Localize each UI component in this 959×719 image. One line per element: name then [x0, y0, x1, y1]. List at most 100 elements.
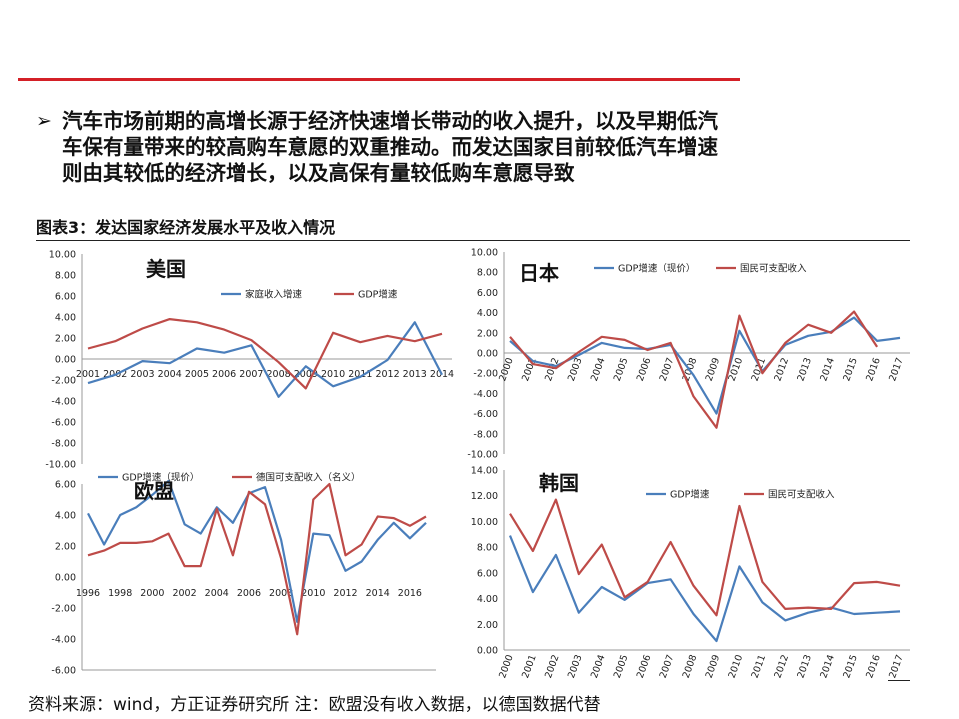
- y-tick-label: -10.00: [467, 450, 498, 461]
- chart-title: 欧盟: [134, 479, 174, 503]
- summary-line-2: 车保有量带来的较高购车意愿的双重推动。而发达国家目前较低汽车增速: [62, 135, 718, 159]
- y-tick-label: -6.00: [51, 418, 76, 429]
- x-tick-label: 2012: [375, 369, 399, 380]
- x-tick-label: 2008: [267, 369, 291, 380]
- summary-text: 汽车市场前期的高增长源于经济快速增长带动的收入提升，以及早期低汽 车保有量带来的…: [62, 108, 882, 186]
- figure-title: 图表3：发达国家经济发展水平及收入情况: [36, 218, 336, 237]
- y-tick-label: -6.00: [51, 666, 76, 677]
- y-tick-label: 12.00: [471, 491, 498, 502]
- y-tick-label: 14.00: [471, 466, 498, 477]
- x-tick-label: 2003: [130, 369, 154, 380]
- y-tick-label: -8.00: [473, 429, 498, 440]
- x-tick-label: 2010: [727, 653, 746, 679]
- x-tick-label: 2001: [520, 653, 539, 679]
- y-tick-label: 10.00: [471, 517, 498, 528]
- x-tick-label: 2004: [205, 588, 229, 599]
- x-tick-label: 2005: [612, 356, 631, 382]
- series-line-2: [87, 482, 427, 636]
- legend-label: GDP增速: [670, 489, 710, 501]
- y-tick-label: 2.00: [55, 334, 76, 345]
- x-tick-label: 2010: [321, 369, 345, 380]
- x-tick-label: 2013: [795, 356, 814, 382]
- x-tick-label: 2012: [773, 356, 792, 382]
- x-tick-label: 2005: [185, 369, 209, 380]
- series-line-2: [509, 310, 879, 429]
- summary-line-1: 汽车市场前期的高增长源于经济快速增长带动的收入提升，以及早期低汽: [62, 109, 718, 133]
- figure-title-rule: [36, 240, 910, 241]
- x-tick-label: 2004: [158, 369, 182, 380]
- x-tick-label: 2010: [301, 588, 325, 599]
- header-accent-line: [18, 78, 740, 81]
- y-tick-label: 8.00: [477, 268, 498, 279]
- x-tick-label: 2002: [543, 653, 562, 679]
- y-tick-label: 4.00: [477, 308, 498, 319]
- x-tick-label: 1998: [108, 588, 132, 599]
- x-tick-label: 2017: [887, 356, 906, 382]
- x-tick-label: 2014: [818, 653, 837, 679]
- x-tick-label: 2008: [269, 588, 293, 599]
- x-tick-label: 1996: [76, 588, 100, 599]
- y-tick-label: -4.00: [51, 635, 76, 646]
- y-tick-label: 6.00: [477, 288, 498, 299]
- x-tick-label: 2011: [348, 369, 372, 380]
- x-tick-label: 2011: [750, 653, 769, 679]
- x-tick-label: 2002: [543, 356, 562, 382]
- chart-title: 美国: [146, 257, 186, 281]
- legend-label: GDP增速（现价）: [122, 472, 199, 484]
- x-tick-label: 2004: [589, 653, 608, 679]
- x-tick-label: 2012: [333, 588, 357, 599]
- legend-label: GDP增速（现价）: [618, 263, 695, 275]
- y-tick-label: 4.00: [55, 511, 76, 522]
- x-tick-label: 2007: [658, 653, 677, 679]
- x-tick-label: 2001: [76, 369, 100, 380]
- x-tick-label: 2014: [818, 356, 837, 382]
- y-tick-label: 4.00: [55, 313, 76, 324]
- y-tick-label: -4.00: [51, 397, 76, 408]
- legend-label: GDP增速: [358, 289, 398, 301]
- x-tick-label: 2012: [773, 653, 792, 679]
- series-line-1: [509, 316, 901, 415]
- y-tick-label: 0.00: [477, 646, 498, 657]
- x-tick-label: 2016: [398, 588, 422, 599]
- x-tick-label: 2000: [497, 356, 516, 382]
- y-tick-label: 0.00: [477, 349, 498, 360]
- x-tick-label: 2007: [658, 356, 677, 382]
- legend-label: 家庭收入增速: [245, 289, 303, 301]
- x-tick-label: 2004: [589, 356, 608, 382]
- y-tick-label: 0.00: [55, 355, 76, 366]
- x-tick-label: 2006: [635, 356, 654, 382]
- chart-title: 韩国: [539, 471, 579, 495]
- y-tick-label: 2.00: [477, 620, 498, 631]
- y-tick-label: -10.00: [45, 460, 76, 471]
- y-tick-label: 6.00: [55, 480, 76, 491]
- x-tick-label: 2000: [497, 653, 516, 679]
- x-tick-label: 2013: [795, 653, 814, 679]
- y-tick-label: -2.00: [51, 604, 76, 615]
- y-tick-label: -2.00: [473, 369, 498, 380]
- y-tick-label: 6.00: [55, 292, 76, 303]
- chart-title: 日本: [519, 261, 559, 285]
- x-tick-label: 2006: [212, 369, 236, 380]
- x-tick-label: 2005: [612, 653, 631, 679]
- x-tick-label: 2009: [294, 369, 318, 380]
- y-tick-label: 10.00: [471, 248, 498, 259]
- y-tick-label: -8.00: [51, 439, 76, 450]
- x-tick-label: 2014: [366, 588, 390, 599]
- x-tick-label: 2015: [841, 356, 860, 382]
- x-tick-label: 2017: [887, 653, 906, 679]
- bullet-arrow-icon: ➢: [36, 110, 52, 132]
- x-tick-label: 2008: [681, 653, 700, 679]
- y-tick-label: 0.00: [55, 573, 76, 584]
- y-tick-label: -6.00: [473, 409, 498, 420]
- series-line-2: [87, 318, 443, 390]
- x-tick-label: 2003: [566, 653, 585, 679]
- x-tick-label: 2002: [172, 588, 196, 599]
- series-line-2: [509, 498, 901, 617]
- chart-eu: -6.00 -4.00 -2.00 0.00 2.00 4.00 6.00 1996 1998 2…: [51, 472, 436, 677]
- chart-us: -10.00 -8.00 -6.00 -4.00 -2.00 0.00 2.00 4.00 6.…: [45, 250, 454, 471]
- x-tick-label: 2015: [841, 653, 860, 679]
- x-tick-label: 2013: [403, 369, 427, 380]
- summary-line-3: 则由其较低的经济增长，以及高保有量较低购车意愿导致: [62, 161, 575, 185]
- y-tick-label: 4.00: [477, 594, 498, 605]
